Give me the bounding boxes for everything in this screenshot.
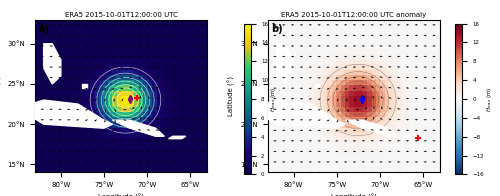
Polygon shape [112, 120, 164, 136]
Polygon shape [168, 136, 186, 139]
Polygon shape [18, 100, 112, 128]
Polygon shape [401, 136, 418, 139]
Polygon shape [0, 116, 9, 140]
Y-axis label: Latitude (°): Latitude (°) [228, 76, 234, 116]
Polygon shape [44, 44, 61, 84]
Title: ERA5 2015-10-01T12:00:00 UTC: ERA5 2015-10-01T12:00:00 UTC [64, 12, 178, 18]
Polygon shape [250, 100, 345, 128]
Title: ERA5 2015-10-01T12:00:00 UTC anomaly: ERA5 2015-10-01T12:00:00 UTC anomaly [281, 12, 426, 18]
Polygon shape [233, 116, 242, 140]
Text: b): b) [271, 24, 282, 34]
Y-axis label: $H_{max}$ (m): $H_{max}$ (m) [485, 86, 494, 112]
Polygon shape [345, 120, 397, 136]
X-axis label: Longitude (°): Longitude (°) [98, 194, 144, 196]
Polygon shape [315, 84, 320, 88]
Y-axis label: Latitude (°): Latitude (°) [0, 76, 2, 116]
Text: a): a) [38, 24, 50, 34]
Y-axis label: $H_{max}$ (m): $H_{max}$ (m) [269, 86, 278, 112]
Text: $\theta_{m}$: $\theta_{m}$ [272, 23, 281, 32]
Polygon shape [82, 84, 86, 88]
X-axis label: Longitude (°): Longitude (°) [331, 194, 377, 196]
Polygon shape [276, 44, 293, 84]
Text: $\theta_{m}$: $\theta_{m}$ [40, 23, 48, 32]
